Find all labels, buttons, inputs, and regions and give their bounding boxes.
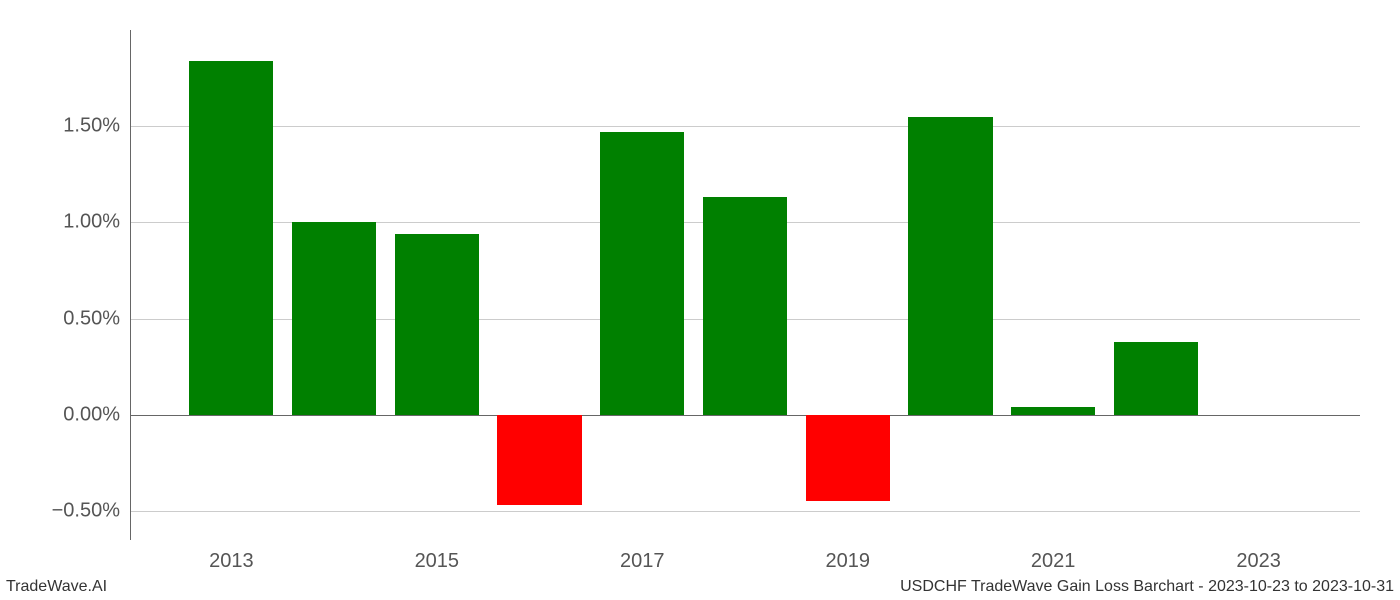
grid-line <box>130 511 1360 512</box>
footer-title: USDCHF TradeWave Gain Loss Barchart - 20… <box>900 578 1394 596</box>
chart-plot-area <box>130 30 1360 540</box>
bar-2018 <box>703 197 787 414</box>
bar-2013 <box>189 61 273 415</box>
footer-brand: TradeWave.AI <box>6 578 107 596</box>
x-tick-label: 2021 <box>1031 550 1076 573</box>
x-tick-label: 2019 <box>825 550 870 573</box>
y-tick-label: −0.50% <box>10 500 120 523</box>
x-tick-label: 2017 <box>620 550 665 573</box>
bar-2015 <box>395 234 479 415</box>
zero-line <box>130 415 1360 416</box>
y-tick-label: 1.50% <box>10 115 120 138</box>
bar-2016 <box>497 415 581 505</box>
axis-spine-left <box>130 30 131 540</box>
bar-2022 <box>1114 342 1198 415</box>
x-tick-label: 2015 <box>415 550 460 573</box>
bar-2020 <box>908 117 992 415</box>
x-tick-label: 2023 <box>1236 550 1281 573</box>
grid-line <box>130 126 1360 127</box>
bar-2021 <box>1011 407 1095 415</box>
x-tick-label: 2013 <box>209 550 254 573</box>
bar-2014 <box>292 222 376 414</box>
bar-2017 <box>600 132 684 415</box>
y-tick-label: 1.00% <box>10 211 120 234</box>
bar-2019 <box>806 415 890 502</box>
y-tick-label: 0.50% <box>10 307 120 330</box>
y-tick-label: 0.00% <box>10 403 120 426</box>
